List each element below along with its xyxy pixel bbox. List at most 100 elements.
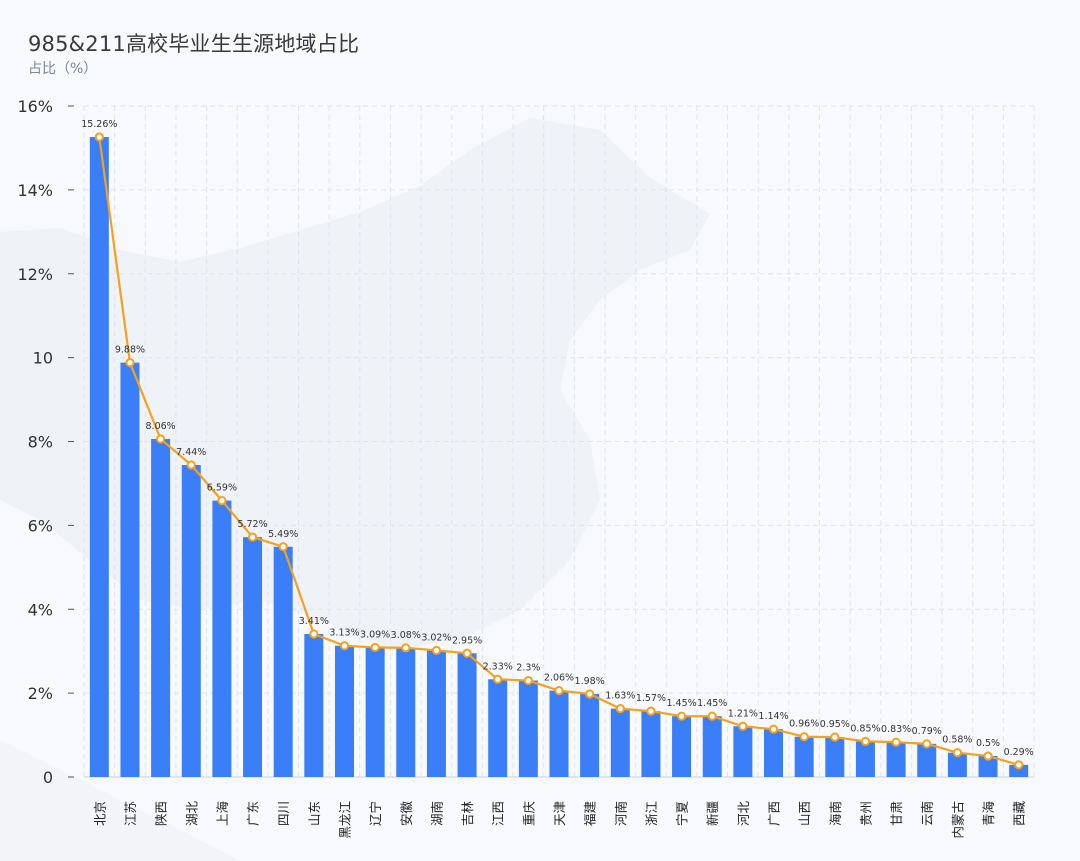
data-label: 1.63% [605, 691, 635, 702]
bar [610, 708, 630, 777]
x-tick-label: 广东 [246, 801, 261, 826]
data-label: 0.29% [1004, 747, 1034, 758]
y-axis-unit-label: 占比（%） [28, 61, 98, 77]
bar [580, 693, 600, 777]
x-tick-label: 上海 [215, 801, 230, 827]
x-tick-label: 北京 [92, 801, 107, 826]
bar [978, 756, 998, 777]
data-label: 7.44% [176, 447, 206, 458]
x-tick-label: 云南 [920, 801, 935, 826]
line-point [94, 132, 104, 142]
bar [855, 741, 875, 777]
y-tick-label: 12% [17, 265, 53, 284]
y-tick-label: 8% [28, 433, 53, 452]
data-label: 1.21% [728, 708, 758, 719]
bar [457, 653, 477, 777]
bar [334, 645, 354, 777]
bar [886, 742, 906, 777]
y-tick-label: 10 [33, 349, 53, 368]
data-label: 0.58% [942, 735, 972, 746]
bar [181, 464, 201, 777]
line-point [370, 642, 380, 653]
line-point [339, 641, 350, 651]
bar [794, 736, 814, 777]
line-point [891, 737, 901, 747]
line-point [1014, 760, 1024, 770]
data-label: 2.3% [516, 663, 540, 674]
line-point [554, 686, 564, 696]
data-label: 2.33% [483, 661, 513, 672]
data-label: 3.08% [391, 630, 421, 641]
x-tick-label: 黑龙江 [337, 801, 352, 839]
bar [89, 137, 109, 777]
line-point [125, 358, 135, 368]
x-tick-label: 吉林 [460, 801, 475, 827]
x-tick-label: 辽宁 [368, 801, 383, 826]
bar [426, 650, 446, 777]
x-tick-label: 福建 [583, 801, 598, 827]
data-label: 2.06% [544, 673, 574, 684]
bar [549, 690, 569, 777]
x-tick-label: 安徽 [399, 801, 414, 827]
y-tick-label: 16% [17, 97, 53, 116]
x-tick-label: 甘肃 [889, 801, 904, 826]
x-tick-label: 新疆 [705, 801, 720, 826]
line-point [952, 748, 962, 758]
bar [1009, 764, 1029, 777]
x-tick-label: 宁夏 [675, 801, 690, 827]
data-label: 1.45% [666, 698, 696, 709]
data-label: 9.88% [115, 345, 145, 356]
line-point [799, 732, 809, 742]
data-label: 15.26% [81, 119, 117, 130]
x-tick-label: 贵州 [858, 801, 873, 826]
line-point [217, 496, 227, 506]
x-tick-label: 西藏 [1012, 801, 1027, 827]
x-tick-label: 青海 [981, 801, 996, 827]
x-tick-label: 江西 [491, 801, 506, 826]
data-label: 1.14% [758, 711, 788, 722]
x-tick-label: 陕西 [154, 801, 169, 826]
data-label: 1.98% [575, 676, 605, 687]
x-tick-label: 山东 [307, 801, 322, 826]
data-label: 3.09% [360, 629, 390, 640]
x-tick-label: 内蒙古 [950, 801, 965, 839]
x-tick-label: 海南 [828, 801, 843, 826]
x-tick-label: 山西 [797, 801, 812, 826]
y-tick-label: 14% [17, 181, 53, 200]
x-tick-label: 重庆 [521, 801, 536, 827]
x-tick-label: 河南 [613, 801, 628, 826]
x-tick-label: 湖南 [429, 801, 444, 826]
line-point [278, 542, 288, 552]
line-point [523, 675, 533, 686]
line-point [462, 648, 472, 658]
bar [947, 752, 967, 777]
y-tick-label: 2% [28, 684, 53, 703]
data-label: 0.83% [881, 724, 911, 735]
line-point [676, 711, 687, 721]
bar [733, 726, 753, 777]
line-point [401, 643, 411, 653]
y-tick-label: 0 [43, 768, 53, 787]
x-tick-label: 天津 [552, 801, 567, 826]
line-point [768, 724, 779, 734]
line-point [738, 721, 748, 731]
line-point [646, 706, 656, 716]
data-label: 3.02% [421, 632, 451, 643]
data-label: 1.45% [697, 698, 727, 709]
x-tick-label: 湖北 [184, 801, 199, 827]
y-tick-label: 4% [28, 600, 53, 619]
data-label: 0.85% [850, 723, 880, 734]
data-label: 5.49% [268, 529, 298, 540]
line-point [493, 674, 503, 684]
bar [273, 546, 293, 777]
line-point [922, 739, 932, 749]
bar [243, 537, 263, 777]
data-label: 8.06% [146, 421, 176, 432]
line-point [247, 532, 258, 542]
data-label: 6.59% [207, 483, 237, 494]
bar [120, 362, 140, 777]
bar [396, 647, 416, 777]
line-point [309, 629, 319, 639]
bar [825, 737, 845, 777]
